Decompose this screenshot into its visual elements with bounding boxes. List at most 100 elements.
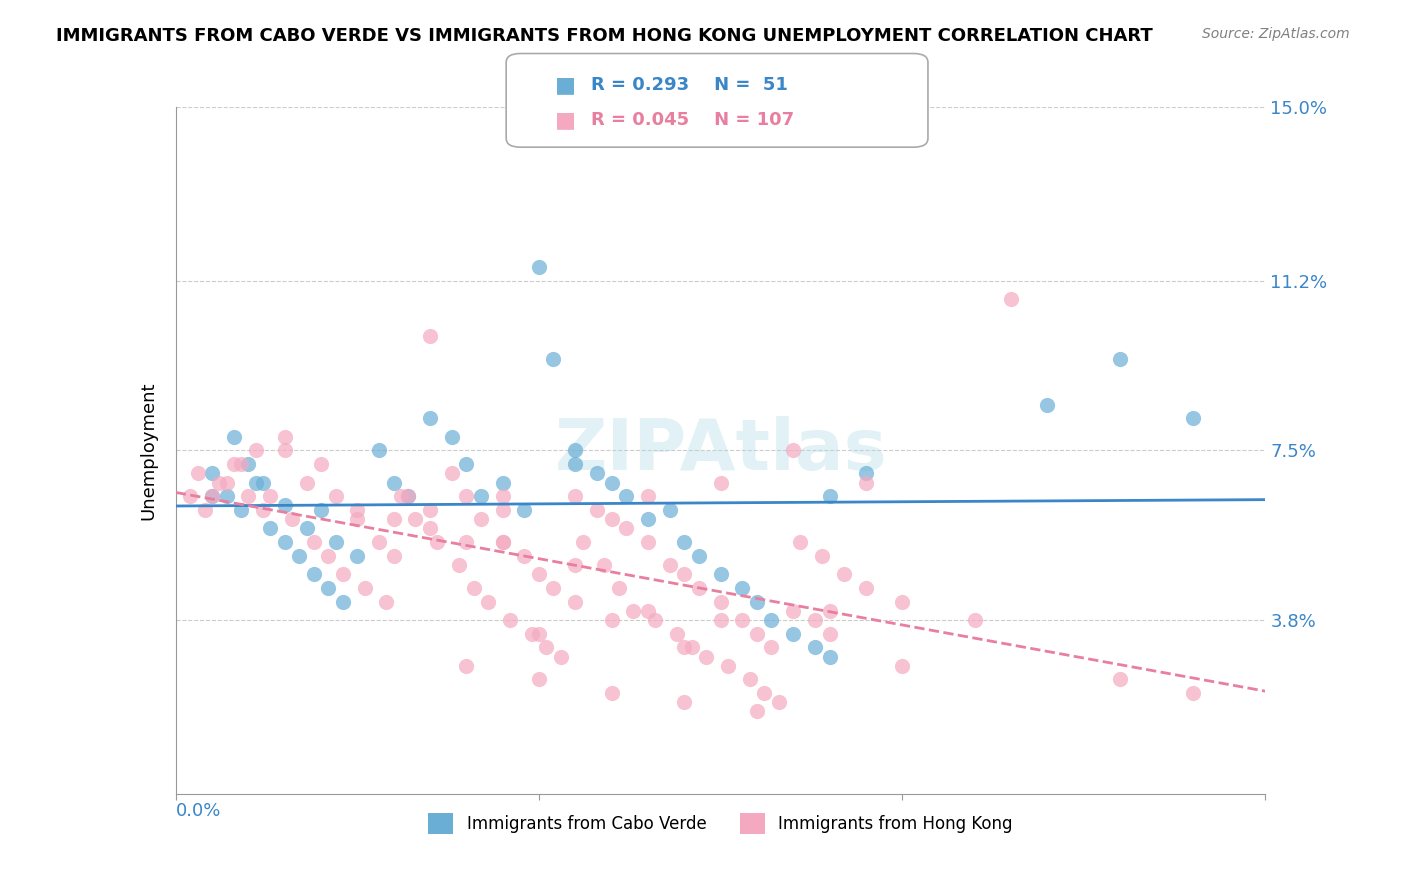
Point (325, 489, 347, 503)
Point (600, 475, 623, 490)
Point (231, 503, 253, 517)
Point (1109, 673, 1132, 687)
Point (447, 558, 470, 572)
Text: IMMIGRANTS FROM CABO VERDE VS IMMIGRANTS FROM HONG KONG UNEMPLOYMENT CORRELATION: IMMIGRANTS FROM CABO VERDE VS IMMIGRANTS… (56, 27, 1153, 45)
Point (426, 535, 449, 549)
Point (492, 535, 515, 549)
Point (564, 594, 586, 608)
Point (201, 489, 224, 503)
Point (586, 503, 609, 517)
Point (754, 686, 776, 700)
Point (440, 467, 463, 481)
Point (456, 658, 478, 673)
Point (470, 512, 492, 526)
Point (456, 489, 478, 503)
Text: ZIPAtlas: ZIPAtlas (554, 416, 887, 485)
Point (520, 626, 543, 640)
Point (534, 640, 557, 655)
Point (600, 613, 623, 627)
Point (571, 535, 593, 549)
Point (274, 443, 297, 458)
Point (456, 457, 478, 471)
Point (637, 604, 659, 618)
Point (818, 649, 841, 664)
Point (375, 594, 398, 608)
Text: ■: ■ (555, 111, 576, 130)
Point (855, 467, 877, 481)
Point (1181, 686, 1204, 700)
Point (477, 594, 499, 608)
Point (201, 467, 224, 481)
Point (231, 457, 253, 471)
Point (745, 594, 768, 608)
Text: Source: ZipAtlas.com: Source: ZipAtlas.com (1202, 27, 1350, 41)
Point (621, 604, 644, 618)
Point (818, 626, 841, 640)
Point (564, 489, 586, 503)
Point (179, 489, 201, 503)
Point (419, 521, 441, 535)
Point (513, 503, 536, 517)
Point (543, 581, 565, 595)
Point (710, 475, 733, 490)
Point (564, 558, 586, 572)
Point (309, 503, 332, 517)
Point (804, 640, 827, 655)
Point (318, 581, 340, 595)
Point (681, 640, 703, 655)
Point (527, 626, 550, 640)
Point (492, 503, 515, 517)
Point (637, 512, 659, 526)
Point (274, 535, 297, 549)
Point (492, 475, 515, 490)
Point (1000, 293, 1022, 307)
Point (238, 489, 260, 503)
Point (811, 549, 834, 563)
Text: 0.0%: 0.0% (176, 802, 221, 820)
Text: R = 0.045    N = 107: R = 0.045 N = 107 (591, 112, 793, 129)
Point (673, 695, 696, 709)
Point (782, 604, 804, 618)
Point (761, 640, 783, 655)
Point (738, 673, 761, 687)
Point (194, 503, 217, 517)
Point (614, 521, 637, 535)
Point (245, 443, 267, 458)
Point (600, 512, 623, 526)
Point (389, 489, 412, 503)
Point (673, 567, 696, 582)
Point (302, 567, 325, 582)
Point (832, 567, 855, 582)
Point (325, 535, 347, 549)
Point (1036, 398, 1059, 412)
Point (405, 512, 427, 526)
Point (238, 457, 260, 471)
Point (499, 613, 522, 627)
Point (332, 567, 354, 582)
Point (259, 489, 281, 503)
Point (295, 475, 318, 490)
Point (644, 613, 666, 627)
Point (818, 604, 841, 618)
Point (1181, 411, 1204, 425)
Point (309, 457, 332, 471)
Point (855, 475, 877, 490)
Point (215, 489, 238, 503)
Point (818, 489, 841, 503)
Point (891, 594, 914, 608)
Point (637, 489, 659, 503)
Point (695, 649, 717, 664)
Point (332, 594, 354, 608)
Point (382, 475, 405, 490)
Point (710, 594, 733, 608)
Point (717, 658, 740, 673)
Point (782, 443, 804, 458)
Point (186, 467, 209, 481)
Point (673, 640, 696, 655)
Legend: Immigrants from Cabo Verde, Immigrants from Hong Kong: Immigrants from Cabo Verde, Immigrants f… (422, 807, 1019, 840)
Point (201, 489, 224, 503)
Point (222, 430, 245, 444)
Point (353, 581, 375, 595)
Point (731, 581, 754, 595)
Point (527, 260, 550, 275)
